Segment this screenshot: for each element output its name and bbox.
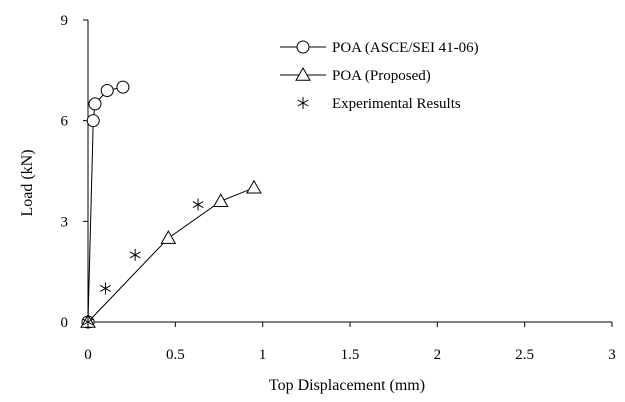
legend-label: POA (Proposed) — [332, 68, 431, 84]
legend: POA (ASCE/SEI 41-06) POA (Proposed) Experi… — [280, 40, 479, 112]
data-point-circle — [100, 83, 114, 97]
x-tick-label: 0 — [84, 347, 92, 363]
x-tick-label: 0.5 — [166, 347, 185, 363]
data-point-circle — [116, 80, 130, 94]
data-point-star — [129, 248, 141, 261]
data-point-triangle — [246, 179, 262, 194]
y-tick-label: 9 — [61, 13, 69, 29]
series-2 — [80, 179, 262, 328]
data-point-star — [100, 282, 111, 295]
x-tick-label: 1.5 — [341, 347, 360, 363]
legend-marker-star — [297, 97, 309, 109]
legend-marker-triangle — [295, 66, 311, 81]
data-point-circle — [86, 114, 100, 128]
data-point-circle — [88, 97, 102, 111]
data-point-star — [82, 316, 94, 328]
plot-area — [80, 80, 262, 329]
data-point-triangle — [212, 193, 229, 207]
series-1 — [81, 80, 130, 329]
x-tick-label: 2 — [434, 347, 442, 363]
x-axis-title: Top Displacement (mm) — [269, 377, 425, 394]
x-tick-label: 1 — [259, 347, 267, 363]
y-tick-label: 6 — [61, 114, 69, 130]
x-tick-label: 2.5 — [515, 347, 534, 363]
axes: 0 0.5 1 1.5 2 2.5 3 0 3 6 9 — [61, 13, 616, 363]
data-point-triangle — [160, 230, 177, 244]
y-tick-label: 3 — [61, 214, 69, 230]
legend-marker-circle — [296, 40, 310, 54]
series-line — [87, 187, 255, 323]
legend-label: Experimental Results — [332, 96, 461, 112]
y-axis-title: Load (kN) — [19, 149, 36, 216]
legend-item: POA (Proposed) — [280, 66, 431, 84]
data-point-star — [192, 198, 204, 211]
y-tick-label: 0 — [61, 315, 69, 331]
series-3 — [82, 198, 204, 328]
legend-item: POA (ASCE/SEI 41-06) — [280, 40, 479, 56]
legend-item: Experimental Results — [297, 96, 461, 112]
x-tick-label: 3 — [608, 347, 616, 363]
legend-label: POA (ASCE/SEI 41-06) — [332, 40, 479, 56]
